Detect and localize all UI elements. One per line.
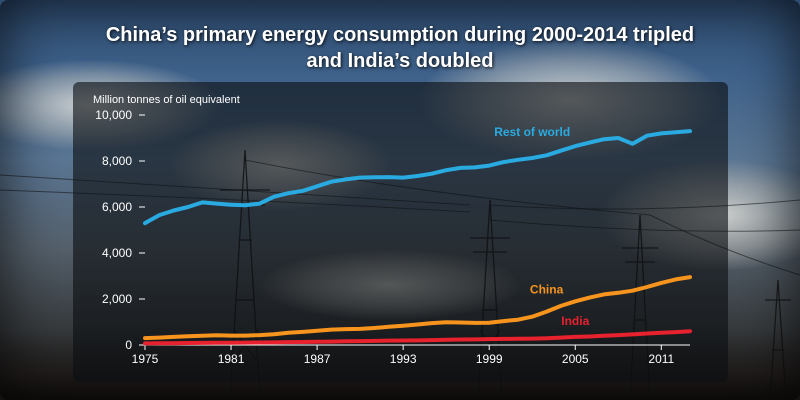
series-label-china: China bbox=[530, 283, 564, 297]
x-tick-label: 2011 bbox=[648, 352, 674, 366]
transmission-tower bbox=[765, 279, 791, 400]
chart-title-line-2: and India’s doubled bbox=[306, 50, 494, 72]
x-tick-label: 2005 bbox=[562, 352, 589, 366]
series-label-india: India bbox=[561, 314, 589, 328]
chart-title: China’s primary energy consumption durin… bbox=[40, 22, 760, 74]
y-tick-label: 10,000 bbox=[95, 108, 132, 122]
y-axis: 0 2,000 4,000 6,000 8,000 10,000 bbox=[95, 108, 145, 352]
y-axis-title: Million tonnes of oil equivalent bbox=[93, 94, 240, 106]
x-tick-label: 1999 bbox=[476, 352, 503, 366]
x-axis: 1975 1981 1987 1993 1999 2005 2011 bbox=[132, 344, 690, 366]
y-tick-label: 8,000 bbox=[102, 154, 132, 168]
x-tick-label: 1981 bbox=[218, 352, 245, 366]
y-tick-label: 2,000 bbox=[102, 292, 132, 306]
series-line-china bbox=[143, 275, 692, 341]
x-tick-label: 1993 bbox=[390, 352, 417, 366]
y-tick-label: 6,000 bbox=[102, 200, 132, 214]
y-tick-label: 4,000 bbox=[102, 246, 132, 260]
x-tick-label: 1987 bbox=[304, 352, 331, 366]
chart-panel bbox=[73, 82, 728, 382]
series-line-rest-of-world bbox=[143, 129, 692, 226]
chart-title-line-1: China’s primary energy consumption durin… bbox=[105, 24, 695, 46]
series-lines bbox=[143, 129, 692, 346]
series-line-india bbox=[143, 329, 692, 346]
series-label-rest-of-world: Rest of world bbox=[494, 125, 570, 139]
x-tick-label: 1975 bbox=[132, 352, 159, 366]
series-labels: Rest of world China India bbox=[494, 125, 589, 328]
y-tick-label: 0 bbox=[125, 338, 132, 352]
